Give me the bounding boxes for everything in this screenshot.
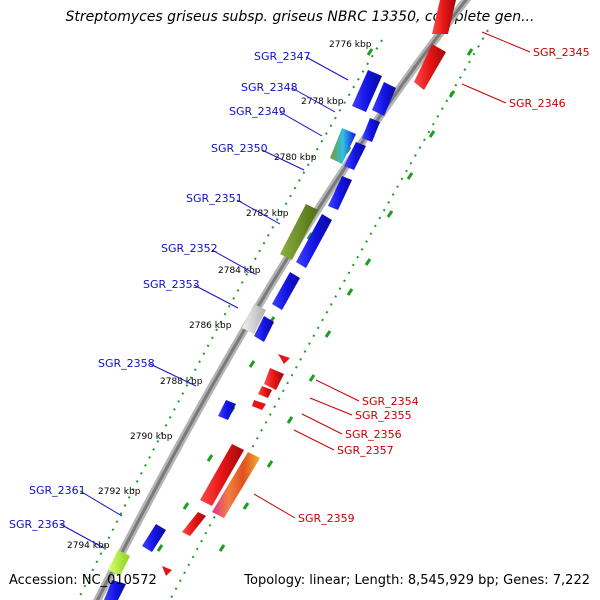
leader-line: [461, 83, 507, 104]
leader-line: [149, 363, 197, 387]
map-title: Streptomyces griseus subsp. griseus NBRC…: [65, 9, 535, 25]
tick-label: 2784 kbp: [218, 266, 261, 276]
gene-label-forward[interactable]: SGR_2353: [143, 278, 200, 291]
gene-label-reverse[interactable]: SGR_2359: [298, 512, 355, 525]
gene-sgr-2345[interactable]: [432, 0, 456, 34]
leader-line: [193, 284, 239, 309]
gene-label-reverse[interactable]: SGR_2356: [345, 428, 402, 441]
position-ticks: 2776 kbp 2778 kbp 2780 kbp 2782 kbp 2784 kbp…: [67, 40, 372, 551]
leader-line: [315, 379, 360, 402]
leader-line: [211, 249, 256, 275]
guide-tick: [428, 130, 436, 138]
leader-line: [261, 149, 305, 171]
gene-label-reverse[interactable]: SGR_2354: [362, 395, 419, 408]
tick-label: 2786 kbp: [189, 321, 232, 331]
tick-label: 2788 kbp: [160, 377, 203, 387]
leader-line: [293, 429, 335, 451]
leader-line: [301, 413, 343, 435]
gene-sgr-2353[interactable]: [242, 304, 266, 334]
gene-sgr-2363[interactable]: [108, 550, 130, 576]
gene-sgr-2362[interactable]: [142, 524, 166, 552]
gene-sgr-2349[interactable]: [330, 128, 356, 164]
guide-tick: [406, 172, 414, 180]
guide-tick: [346, 288, 354, 296]
gene-sgr-2352[interactable]: [272, 272, 300, 310]
guide-tick: [286, 416, 294, 424]
gene-sgr-2360[interactable]: [182, 512, 206, 536]
genome-summary-text: Topology: linear; Length: 8,545,929 bp; …: [244, 573, 590, 588]
guide-tick: [308, 374, 316, 382]
guide-tick: [248, 360, 256, 368]
guide-tick: [218, 544, 226, 552]
guide-tick: [448, 90, 456, 98]
guide-tick: [386, 210, 394, 218]
tick-label: 2792 kbp: [98, 487, 141, 497]
gene-label-reverse[interactable]: SGR_2345: [533, 46, 590, 59]
gene-label-forward[interactable]: SGR_2349: [229, 105, 286, 118]
tick-label: 2780 kbp: [274, 153, 317, 163]
guide-tick: [182, 502, 190, 510]
gene-sgr-2350[interactable]: [344, 142, 366, 170]
gene-sgr-2346[interactable]: [414, 44, 446, 90]
leader-line: [79, 490, 123, 517]
tick-label: 2778 kbp: [301, 97, 344, 107]
gene-labels[interactable]: SGR_2347 SGR_2348 SGR_2349 SGR_2350 SGR_2351…: [9, 31, 590, 549]
gene-sgr-2364[interactable]: [104, 580, 126, 600]
gene-label-forward[interactable]: SGR_2358: [98, 357, 155, 370]
gene-sgr-2347b[interactable]: [372, 82, 396, 116]
gene-label-forward[interactable]: SGR_2350: [211, 142, 268, 155]
guide-tick: [156, 544, 164, 552]
gene-sgr-2358[interactable]: [218, 400, 236, 420]
leader-line: [279, 111, 323, 137]
backbone-arc-core: [95, 0, 468, 600]
guide-tick: [242, 502, 250, 510]
gene-features[interactable]: [104, 0, 456, 600]
tick-label: 2776 kbp: [329, 40, 372, 50]
gene-sgr-2347[interactable]: [352, 70, 382, 112]
tick-label: 2790 kbp: [130, 432, 173, 442]
gene-label-forward[interactable]: SGR_2361: [29, 484, 86, 497]
guide-tick: [364, 258, 372, 266]
gene-label-reverse[interactable]: SGR_2357: [337, 444, 394, 457]
gene-sgr-2359[interactable]: [200, 444, 244, 506]
leader-line: [305, 56, 349, 81]
gene-sgr-2351b[interactable]: [296, 214, 332, 268]
gene-sgr-2348[interactable]: [362, 118, 380, 142]
guide-tick: [466, 48, 474, 56]
gene-small-rev[interactable]: [162, 566, 172, 576]
gene-label-forward[interactable]: SGR_2348: [241, 81, 298, 94]
guide-tick: [206, 454, 214, 462]
gene-sgr-2350b[interactable]: [328, 176, 352, 210]
gene-label-forward[interactable]: SGR_2347: [254, 50, 311, 63]
guide-arc-inner: [77, 39, 383, 600]
guide-tick: [266, 460, 274, 468]
gene-label-reverse[interactable]: SGR_2346: [509, 97, 566, 110]
gene-label-forward[interactable]: SGR_2351: [186, 192, 243, 205]
gene-label-forward[interactable]: SGR_2352: [161, 242, 218, 255]
guide-tick: [366, 48, 374, 56]
accession-text: Accession: NC_010572: [9, 573, 157, 588]
leader-line: [481, 31, 531, 53]
gene-sgr-2354[interactable]: [278, 354, 290, 364]
gene-label-reverse[interactable]: SGR_2355: [355, 409, 412, 422]
gene-sgr-2356[interactable]: [258, 386, 272, 398]
guide-tick: [324, 330, 332, 338]
leader-line: [236, 199, 281, 225]
gene-sgr-2351[interactable]: [280, 204, 318, 260]
gene-sgr-2355[interactable]: [264, 368, 284, 390]
gene-label-forward[interactable]: SGR_2363: [9, 518, 66, 531]
gene-sgr-2359b[interactable]: [212, 452, 260, 518]
gene-sgr-2353b[interactable]: [254, 316, 274, 342]
tick-label: 2782 kbp: [246, 209, 289, 219]
gene-sgr-2357[interactable]: [252, 400, 266, 410]
leader-line: [59, 523, 105, 549]
leader-line: [253, 493, 296, 519]
leader-line: [309, 397, 353, 416]
leader-line: [291, 87, 336, 113]
tick-label: 2794 kbp: [67, 541, 110, 551]
